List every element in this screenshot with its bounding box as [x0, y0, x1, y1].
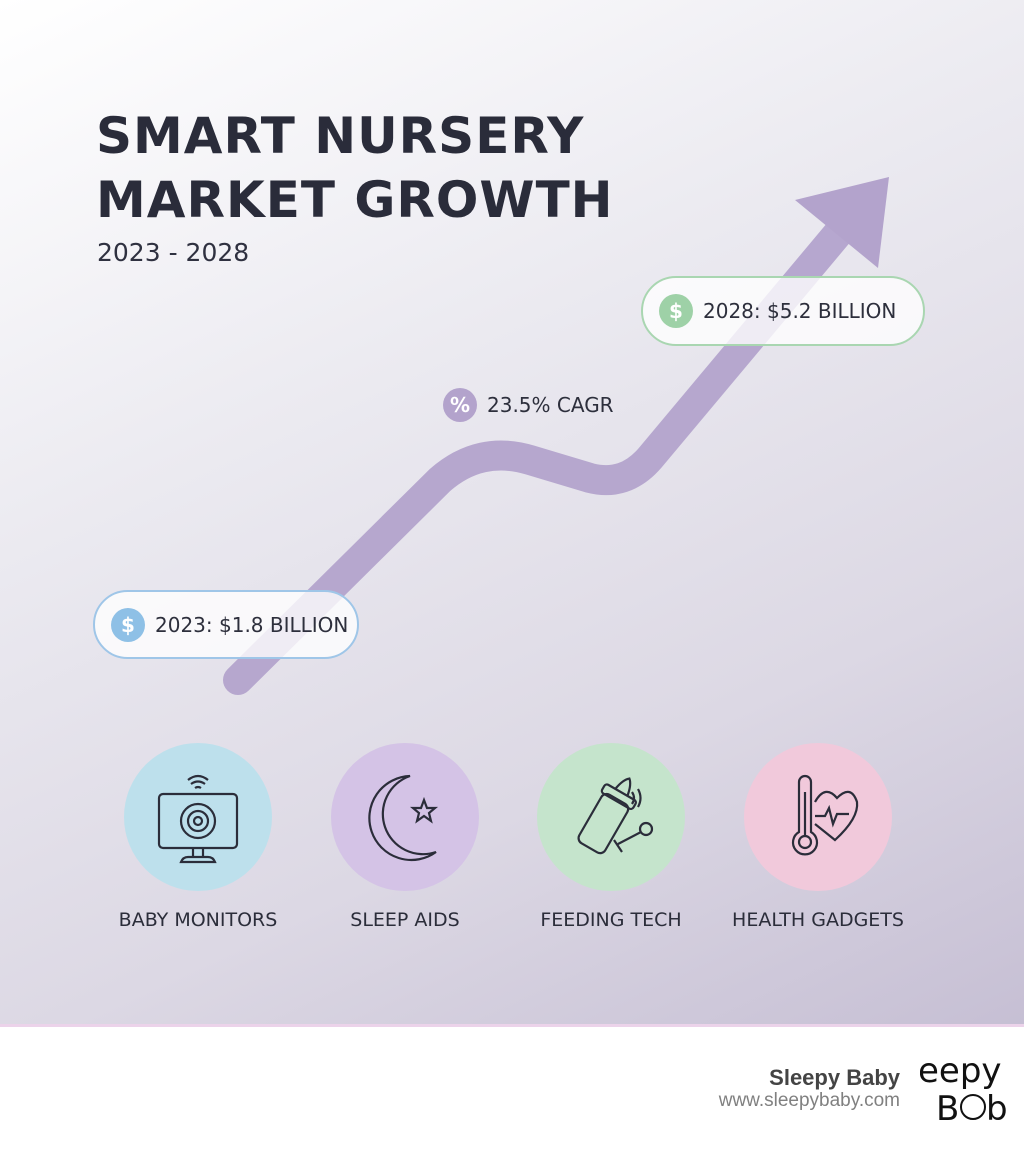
category-feeding-tech: FEEDING TECH	[511, 743, 711, 931]
dollar-icon: $	[659, 294, 693, 328]
title-line-2: MARKET GROWTH	[96, 171, 614, 229]
start-value-text: 2023: $1.8 BILLION	[155, 612, 349, 637]
growth-arrow-head	[795, 177, 889, 268]
svg-text:b: b	[986, 1089, 1008, 1124]
end-value-text: 2028: $5.2 BILLION	[703, 299, 897, 323]
cagr-text: 23.5% CAGR	[487, 393, 614, 417]
category-label: HEALTH GADGETS	[732, 909, 904, 931]
footer-url[interactable]: www.sleepybaby.com	[718, 1090, 900, 1111]
percent-icon: %	[443, 388, 477, 422]
title-line-1: SMART NURSERY	[96, 107, 585, 165]
baby-bottle-icon	[537, 743, 685, 891]
category-label: SLEEP AIDS	[350, 909, 460, 931]
period-subtitle: 2023 - 2028	[97, 238, 250, 267]
svg-text:eepy: eepy	[920, 1052, 1002, 1091]
monitor-camera-icon	[124, 743, 272, 891]
category-health-gadgets: HEALTH GADGETS	[718, 743, 918, 931]
cagr-label: % 23.5% CAGR	[443, 388, 614, 422]
start-value-badge: $ 2023: $1.8 BILLION	[93, 590, 359, 659]
category-baby-monitors: BABY MONITORS	[98, 743, 298, 931]
growth-arrow-line	[223, 210, 860, 695]
category-label: FEEDING TECH	[540, 909, 682, 931]
category-sleep-aids: SLEEP AIDS	[305, 743, 505, 931]
growth-arrow	[223, 177, 889, 695]
footer-brand-name: Sleepy Baby	[769, 1065, 900, 1090]
page-title: SMART NURSERY MARKET GROWTH	[96, 104, 614, 232]
footer-divider	[0, 1024, 1024, 1027]
moon-star-icon	[331, 743, 479, 891]
dollar-icon: $	[111, 607, 145, 642]
svg-text:B: B	[936, 1089, 959, 1124]
sleepy-baby-logo: eepy B b	[920, 1052, 1008, 1124]
end-value-badge: $ 2028: $5.2 BILLION	[641, 276, 925, 346]
thermometer-heart-icon	[744, 743, 892, 891]
category-label: BABY MONITORS	[118, 909, 278, 931]
